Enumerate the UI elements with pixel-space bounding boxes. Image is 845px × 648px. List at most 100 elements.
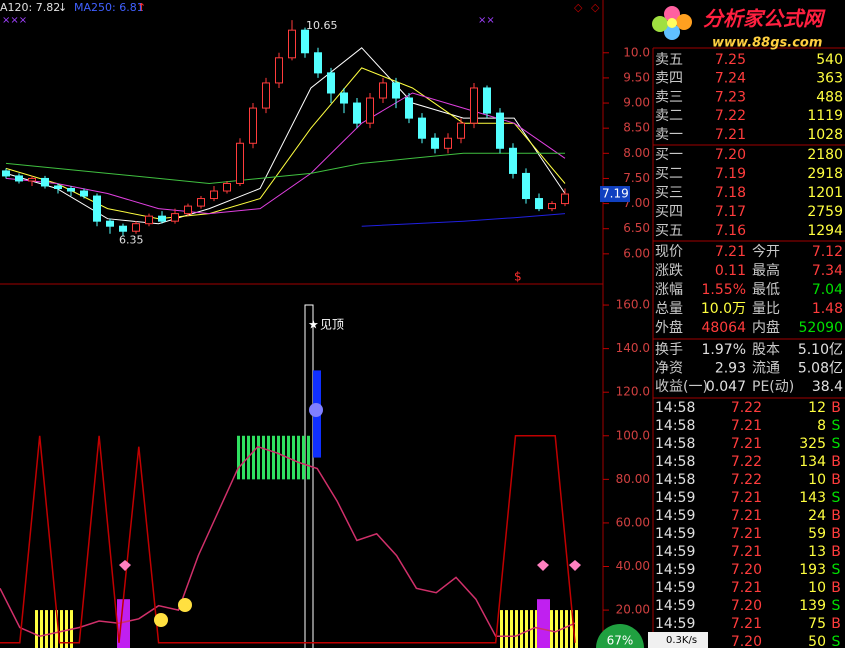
cell: 14:59 (655, 562, 695, 578)
cell: 7.17 (715, 204, 746, 220)
legend-ma250: MA250: 6.81 (74, 1, 144, 14)
candle-body (496, 112, 504, 149)
cell: 卖四 (655, 71, 683, 87)
cell: 14:59 (655, 544, 695, 560)
cell: 7.20 (731, 634, 762, 648)
price-tag-label: 7.19 (602, 187, 629, 201)
candle-body (119, 225, 127, 232)
cell: 7.22 (731, 472, 762, 488)
cell: 净资 (655, 361, 683, 377)
candle-body (236, 142, 244, 184)
cell: 7.21 (731, 490, 762, 506)
cell: 7.20 (715, 147, 746, 163)
cell: 325 (799, 436, 826, 452)
signal-stripe (550, 610, 553, 648)
cell: 14:58 (655, 436, 695, 452)
status-badge (596, 624, 644, 648)
cell: 股本 (752, 342, 780, 358)
cell: 14:59 (655, 580, 695, 596)
y-tick-label: 140.0 (616, 341, 650, 355)
cell: B (831, 454, 841, 470)
y-tick-label: 8.00 (623, 146, 650, 160)
candle-body (366, 97, 374, 124)
cell: 7.19 (715, 166, 746, 182)
signal-stripe (307, 435, 310, 480)
signal-stripe (510, 610, 513, 648)
signal-stripe (272, 435, 275, 480)
candle-body (561, 193, 569, 205)
cell: 7.21 (731, 580, 762, 596)
cell: B (831, 616, 841, 632)
star: ★ (308, 318, 319, 332)
cell: 12 (808, 400, 826, 416)
candle-body (275, 57, 283, 84)
cell: 2.93 (715, 361, 746, 377)
candle-body (379, 82, 387, 99)
legend-ma120: A120: 7.82 (0, 1, 60, 14)
candle-body (418, 117, 426, 139)
cell: 最高 (752, 262, 780, 279)
arrow: ↑ (137, 1, 146, 14)
y-tick-label: 7.50 (623, 171, 650, 185)
cell: 14:58 (655, 418, 695, 434)
signal-stripe (570, 610, 573, 648)
cell: 7.22 (731, 454, 762, 470)
cell: 48064 (701, 320, 746, 336)
cell: 14:59 (655, 508, 695, 524)
candle-body (197, 198, 205, 207)
cell: 5.10亿 (798, 342, 843, 358)
cell: 2180 (807, 147, 843, 163)
cell: 1.55% (702, 282, 746, 298)
candle-body (2, 170, 10, 177)
cell: 7.21 (731, 526, 762, 542)
cell: S (832, 562, 841, 578)
signal-stripe (267, 435, 270, 480)
cell: 1028 (807, 127, 843, 143)
signal-stripe (565, 610, 568, 648)
cell: 7.21 (731, 616, 762, 632)
cell: 52090 (798, 320, 843, 336)
signal-stripe (282, 435, 285, 480)
cell: 10.0万 (701, 301, 746, 317)
candle-body (223, 182, 231, 192)
signal-stripe (35, 610, 38, 648)
cell: 5.08亿 (798, 361, 843, 377)
candle-body (405, 97, 413, 119)
cell: 7.20 (731, 562, 762, 578)
candle-body (522, 172, 530, 200)
cell: 10 (808, 580, 826, 596)
cell: 7.21 (731, 544, 762, 560)
cell: 涨跌 (655, 263, 683, 279)
cell: 7.34 (812, 263, 843, 279)
cell: B (831, 400, 841, 416)
logo-petal (652, 16, 668, 32)
signal-bar (537, 599, 550, 648)
cell: 14:59 (655, 598, 695, 614)
candle-body (106, 220, 114, 227)
candle-body (184, 205, 192, 215)
cell: 买二 (655, 166, 683, 182)
cell: 1.97% (702, 342, 746, 358)
signal-spike (304, 304, 314, 648)
signal-stripe (297, 435, 300, 480)
cell: 50 (808, 634, 826, 648)
marker: ×× (478, 15, 495, 26)
cell: 143 (799, 490, 826, 506)
cell: 7.23 (715, 89, 746, 105)
cell: 2759 (807, 204, 843, 220)
cell: 7.18 (715, 185, 746, 201)
low-annotation: 6.35 (119, 233, 144, 246)
y-tick-label: 20.00 (616, 603, 650, 617)
cell: 收益(一) (655, 379, 708, 395)
moving-average (361, 213, 566, 227)
candle-body (353, 102, 361, 124)
cell: 卖二 (655, 108, 683, 124)
y-tick-label: 6.00 (623, 246, 650, 260)
candle-body (483, 87, 491, 114)
face-icon (154, 613, 168, 627)
cell: 卖五 (655, 52, 683, 68)
candle-body (145, 215, 153, 225)
candle-body (314, 52, 322, 74)
y-tick-label: 120.0 (616, 385, 650, 399)
